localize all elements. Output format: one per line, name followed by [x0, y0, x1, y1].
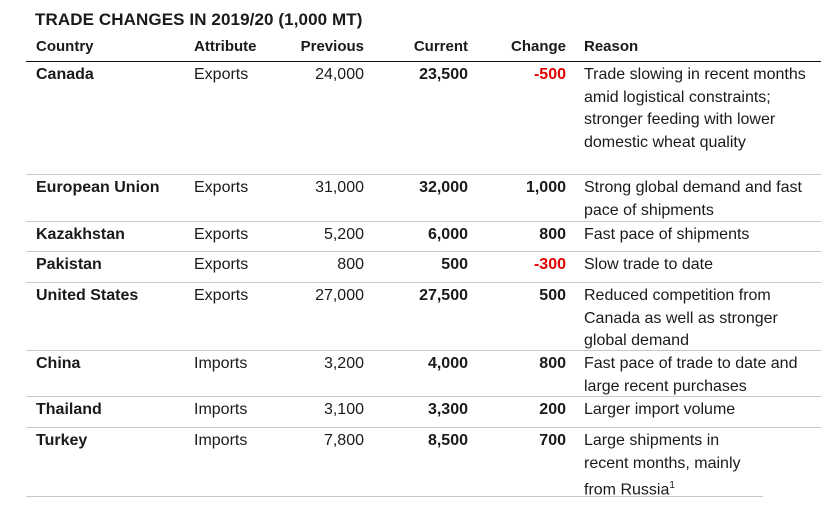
change-cell: -500	[533, 66, 566, 83]
change-cell: 200	[539, 401, 566, 418]
table-row: Pakistan Exports 800 500 -300 Slow trade…	[26, 252, 821, 283]
country-cell: Turkey	[36, 432, 88, 449]
current-cell: 6,000	[427, 226, 468, 243]
current-cell: 3,300	[427, 401, 468, 418]
reason-cell: Strong global demand and fast pace of sh…	[584, 179, 802, 219]
reason-cell: Larger import volume	[584, 401, 736, 418]
change-cell: -300	[533, 256, 566, 273]
previous-cell: 3,200	[323, 355, 364, 372]
current-cell: 500	[441, 256, 468, 273]
table-row: European Union Exports 31,000 32,000 1,0…	[26, 175, 821, 222]
previous-cell: 27,000	[315, 287, 364, 304]
header-change: Change	[510, 38, 566, 55]
attribute-cell: Imports	[194, 401, 248, 418]
header-attribute: Attribute	[194, 38, 257, 55]
change-cell: 700	[539, 432, 566, 449]
country-cell: Canada	[36, 66, 94, 83]
country-cell: Pakistan	[36, 256, 102, 273]
current-cell: 4,000	[427, 355, 468, 372]
reason-cell: Trade slowing in recent months amid logi…	[584, 66, 806, 151]
table-row: Canada Exports 24,000 23,500 -500 Trade …	[26, 62, 821, 175]
reason-cell: Large shipments in recent months, mainly…	[584, 430, 764, 502]
table-row: Turkey Imports 7,800 8,500 700 Large shi…	[26, 428, 763, 498]
current-cell: 23,500	[419, 66, 468, 83]
table-row: Thailand Imports 3,100 3,300 200 Larger …	[26, 397, 821, 428]
reason-text: Large shipments in recent months, mainly…	[584, 432, 741, 499]
change-cell: 500	[539, 287, 566, 304]
reason-cell: Reduced competition from Canada as well …	[584, 287, 778, 349]
attribute-cell: Exports	[194, 226, 249, 243]
attribute-cell: Exports	[194, 179, 249, 196]
country-cell: European Union	[36, 179, 160, 196]
change-cell: 800	[539, 355, 566, 372]
attribute-cell: Imports	[194, 355, 248, 372]
country-cell: United States	[36, 287, 139, 304]
previous-cell: 7,800	[323, 432, 364, 449]
attribute-cell: Exports	[194, 256, 249, 273]
attribute-cell: Imports	[194, 432, 248, 449]
header-current: Current	[413, 38, 468, 55]
previous-cell: 800	[337, 256, 364, 273]
previous-cell: 3,100	[323, 401, 364, 418]
country-cell: Kazakhstan	[36, 226, 125, 243]
country-cell: Thailand	[36, 401, 102, 418]
previous-cell: 5,200	[323, 226, 364, 243]
table-row: United States Exports 27,000 27,500 500 …	[26, 283, 821, 351]
attribute-cell: Exports	[194, 66, 249, 83]
table-row: China Imports 3,200 4,000 800 Fast pace …	[26, 351, 821, 397]
current-cell: 8,500	[427, 432, 468, 449]
attribute-cell: Exports	[194, 287, 249, 304]
reason-cell: Fast pace of trade to date and large rec…	[584, 355, 798, 395]
country-cell: China	[36, 355, 81, 372]
header-reason: Reason	[584, 38, 639, 55]
previous-cell: 24,000	[315, 66, 364, 83]
header-country: Country	[36, 38, 94, 55]
table-row: Kazakhstan Exports 5,200 6,000 800 Fast …	[26, 222, 821, 252]
footnote-marker: 1	[669, 480, 675, 491]
table-title: TRADE CHANGES IN 2019/20 (1,000 MT)	[35, 10, 363, 29]
reason-cell: Slow trade to date	[584, 256, 713, 273]
header-previous: Previous	[300, 38, 364, 55]
current-cell: 27,500	[419, 287, 468, 304]
reason-cell: Fast pace of shipments	[584, 226, 750, 243]
change-cell: 800	[539, 226, 566, 243]
change-cell: 1,000	[525, 179, 566, 196]
table-header-row: Country Attribute Previous Current Chang…	[26, 36, 821, 62]
current-cell: 32,000	[419, 179, 468, 196]
previous-cell: 31,000	[315, 179, 364, 196]
